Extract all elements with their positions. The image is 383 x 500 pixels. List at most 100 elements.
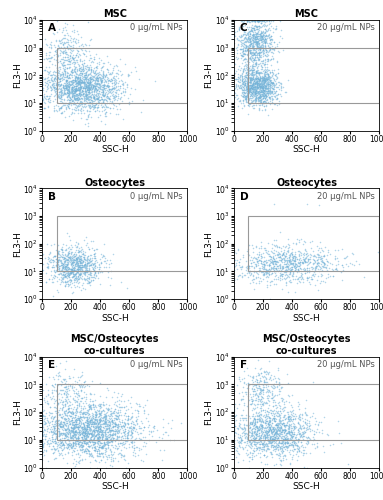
Point [69,53,75,61]
Point [266,46,272,54]
Point [260,406,266,414]
Point [83,94,90,102]
Point [267,388,273,396]
Point [55,74,61,82]
Point [319,426,325,434]
Point [114,434,120,442]
Point [275,426,282,434]
Point [269,259,275,267]
Point [260,90,266,98]
Point [75,438,81,446]
Point [250,66,256,74]
Point [102,446,108,454]
Point [64,68,70,76]
Point [286,448,293,456]
Point [251,34,257,42]
Point [142,400,149,408]
Point [267,420,273,428]
Point [278,438,285,446]
Point [260,41,266,49]
Point [64,79,70,87]
Point [92,413,98,421]
Point [54,56,61,64]
Point [252,48,258,56]
Point [68,253,74,261]
Point [254,424,260,432]
Point [77,87,83,95]
Point [39,432,45,440]
Point [61,82,67,90]
Point [277,460,283,468]
Point [274,434,280,442]
Point [51,51,57,59]
Point [273,87,279,95]
Point [76,422,82,430]
Point [82,410,88,418]
Point [249,82,255,90]
Point [95,420,101,428]
Point [47,423,54,431]
Point [100,70,106,78]
Point [97,446,103,454]
Point [271,423,277,431]
Point [244,82,250,90]
Point [283,248,289,256]
Point [83,82,89,90]
Point [257,384,263,392]
Point [267,294,273,302]
Point [101,420,107,428]
Point [310,434,316,442]
Point [243,38,249,46]
Point [250,448,257,456]
Point [290,406,296,413]
Point [49,76,55,84]
Point [90,276,96,284]
Point [72,88,78,96]
Point [92,414,98,422]
Point [85,88,92,96]
Point [271,266,277,274]
Point [263,417,269,425]
Point [79,95,85,103]
Point [249,70,255,78]
Point [262,434,268,442]
Point [111,419,117,427]
Point [87,98,93,106]
Point [278,267,285,275]
Point [80,63,86,71]
Point [262,460,268,468]
Point [338,268,344,276]
Point [258,30,264,38]
Point [62,382,69,390]
Point [297,410,303,418]
Point [299,270,305,278]
Point [103,418,109,426]
Point [234,380,240,388]
Point [297,413,303,421]
Point [308,263,314,271]
Point [254,80,260,88]
Point [274,102,280,110]
Point [83,114,89,122]
Point [247,81,253,89]
Point [231,406,237,414]
Point [282,410,288,418]
Point [248,270,254,278]
Point [69,262,75,270]
Point [244,80,250,88]
Point [290,442,296,450]
Point [315,250,321,258]
Point [90,423,97,431]
Point [247,78,253,86]
Point [278,424,284,432]
Point [62,257,68,265]
Point [284,439,290,447]
Point [77,416,83,424]
Point [78,261,84,269]
Point [131,438,137,446]
Point [97,417,103,425]
Point [73,70,79,78]
Point [277,430,283,438]
Point [92,92,98,100]
Point [269,387,275,395]
